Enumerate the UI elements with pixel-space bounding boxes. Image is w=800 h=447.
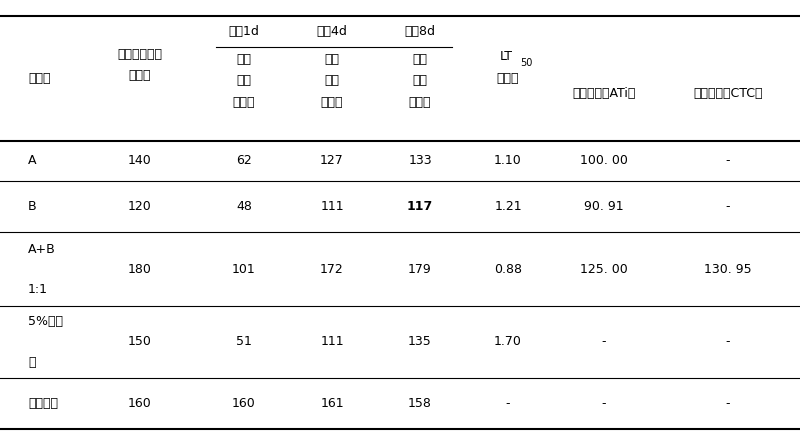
Text: 62: 62 — [236, 154, 252, 168]
Text: 125. 00: 125. 00 — [580, 263, 628, 276]
Text: -: - — [726, 154, 730, 168]
Text: 虫数: 虫数 — [237, 74, 251, 87]
Text: 脲: 脲 — [28, 355, 35, 369]
Text: 共毒系数（CTC）: 共毒系数（CTC） — [694, 87, 762, 101]
Text: 158: 158 — [408, 397, 432, 410]
Text: 毒力系数（ATi）: 毒力系数（ATi） — [572, 87, 636, 101]
Text: 120: 120 — [128, 200, 152, 213]
Text: -: - — [602, 335, 606, 349]
Text: 160: 160 — [128, 397, 152, 410]
Text: 180: 180 — [128, 263, 152, 276]
Text: 1.10: 1.10 — [494, 154, 522, 168]
Text: 140: 140 — [128, 154, 152, 168]
Text: （条）: （条） — [409, 96, 431, 110]
Text: 死亡: 死亡 — [237, 52, 251, 66]
Text: 111: 111 — [320, 335, 344, 349]
Text: 117: 117 — [407, 200, 433, 213]
Text: LT: LT — [500, 50, 513, 63]
Text: （条）: （条） — [233, 96, 255, 110]
Text: 130. 95: 130. 95 — [704, 263, 752, 276]
Text: 实验组: 实验组 — [28, 72, 50, 85]
Text: 90. 91: 90. 91 — [584, 200, 624, 213]
Text: 药后1d: 药后1d — [229, 25, 259, 38]
Text: 0.88: 0.88 — [494, 263, 522, 276]
Text: -: - — [726, 397, 730, 410]
Text: -: - — [726, 335, 730, 349]
Text: 101: 101 — [232, 263, 256, 276]
Text: 虫数: 虫数 — [413, 74, 427, 87]
Text: 179: 179 — [408, 263, 432, 276]
Text: 127: 127 — [320, 154, 344, 168]
Text: 111: 111 — [320, 200, 344, 213]
Text: 135: 135 — [408, 335, 432, 349]
Text: 虫数: 虫数 — [325, 74, 339, 87]
Text: A+B: A+B — [28, 243, 56, 256]
Text: -: - — [726, 200, 730, 213]
Text: 161: 161 — [320, 397, 344, 410]
Text: -: - — [506, 397, 510, 410]
Text: 133: 133 — [408, 154, 432, 168]
Text: 1:1: 1:1 — [28, 283, 48, 296]
Text: 处理前线虫数: 处理前线虫数 — [118, 48, 162, 61]
Text: 172: 172 — [320, 263, 344, 276]
Text: 5%氰铃: 5%氰铃 — [28, 315, 63, 329]
Text: 50: 50 — [520, 59, 532, 68]
Text: （条）: （条） — [129, 69, 151, 83]
Text: 100. 00: 100. 00 — [580, 154, 628, 168]
Text: 160: 160 — [232, 397, 256, 410]
Text: 空白对照: 空白对照 — [28, 397, 58, 410]
Text: 死亡: 死亡 — [325, 52, 339, 66]
Text: 药后4d: 药后4d — [317, 25, 347, 38]
Text: 48: 48 — [236, 200, 252, 213]
Text: （天）: （天） — [497, 72, 519, 85]
Text: （条）: （条） — [321, 96, 343, 110]
Text: 1.21: 1.21 — [494, 200, 522, 213]
Text: 死亡: 死亡 — [413, 52, 427, 66]
Text: A: A — [28, 154, 37, 168]
Text: -: - — [602, 397, 606, 410]
Text: 51: 51 — [236, 335, 252, 349]
Text: 1.70: 1.70 — [494, 335, 522, 349]
Text: 药后8d: 药后8d — [405, 25, 435, 38]
Text: B: B — [28, 200, 37, 213]
Text: 150: 150 — [128, 335, 152, 349]
